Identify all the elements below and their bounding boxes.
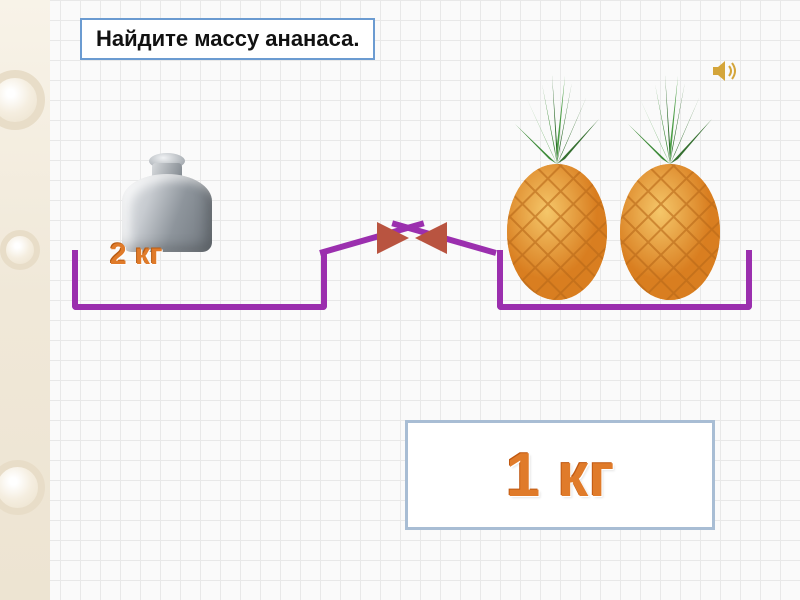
fulcrum-triangle-left: [377, 222, 409, 254]
deco-circle: [0, 460, 45, 515]
answer-box: 1 кг: [405, 420, 715, 530]
task-title: Найдите массу ананаса.: [80, 18, 375, 60]
balance-scale: 2 кг: [72, 170, 752, 330]
left-decoration-strip: [0, 0, 50, 600]
pineapple-icon: [497, 64, 617, 304]
weight-label: 2 кг: [110, 238, 163, 272]
fulcrum-triangle-right: [415, 222, 447, 254]
deco-circle: [0, 70, 45, 130]
pineapple-icon: [610, 64, 730, 304]
fulcrum: [377, 222, 447, 256]
deco-circle: [0, 230, 40, 270]
